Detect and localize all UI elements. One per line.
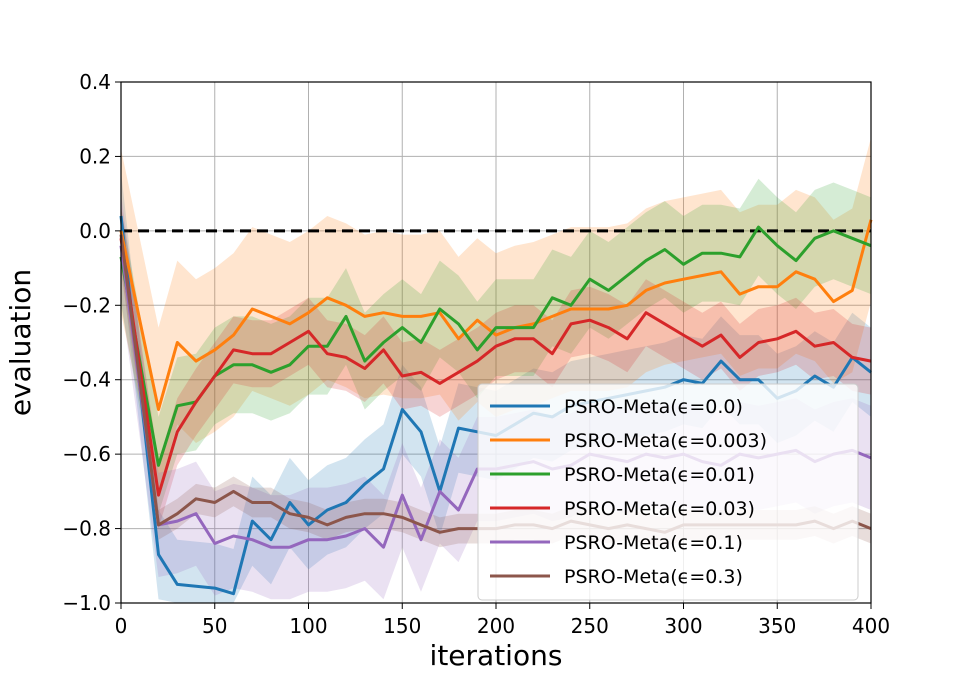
series-line-2	[119, 225, 872, 467]
x-tick-label: 150	[383, 614, 421, 638]
series-line-1	[119, 219, 873, 411]
x-axis-label: iterations	[430, 639, 563, 672]
x-tick-label: 50	[202, 614, 227, 638]
series-band-1	[121, 137, 871, 492]
y-tick-label: −0.8	[62, 517, 111, 541]
legend-label: PSRO-Meta(ϵ=0.03)	[564, 498, 755, 520]
y-axis-ticks: −1.0 −0.8 −0.6 −0.4 −0.2 0.0 0.2 0.4	[62, 70, 121, 615]
legend-label: PSRO-Meta(ϵ=0.01)	[564, 464, 755, 486]
y-tick-label: −0.4	[62, 368, 111, 392]
x-tick-label: 400	[852, 614, 890, 638]
legend-label: PSRO-Meta(ϵ=0.1)	[564, 532, 743, 554]
legend-label: PSRO-Meta(ϵ=0.003)	[564, 430, 767, 452]
y-tick-label: 0.4	[79, 70, 111, 94]
y-tick-label: 0.0	[79, 219, 111, 243]
y-tick-label: 0.2	[79, 144, 111, 168]
x-tick-label: 350	[758, 614, 796, 638]
y-tick-label: −1.0	[62, 591, 111, 615]
legend-label: PSRO-Meta(ϵ=0.0)	[564, 396, 743, 418]
x-tick-label: 0	[115, 614, 128, 638]
series-band-0	[121, 171, 871, 604]
legend: PSRO-Meta(ϵ=0.0) PSRO-Meta(ϵ=0.003) PSRO-M…	[477, 383, 859, 601]
x-tick-label: 300	[664, 614, 702, 638]
x-tick-label: 200	[477, 614, 515, 638]
series-line-3	[119, 238, 872, 497]
x-tick-label: 250	[571, 614, 609, 638]
x-axis-ticks: 0 50 100 150 200 250 300 350 400	[115, 603, 890, 638]
y-tick-label: −0.6	[62, 442, 111, 466]
series-band-3	[121, 204, 871, 529]
x-tick-label: 100	[289, 614, 327, 638]
y-axis-label: evaluation	[4, 269, 37, 416]
legend-label: PSRO-Meta(ϵ=0.3)	[564, 566, 743, 588]
legend-box	[477, 383, 859, 601]
y-tick-label: −0.2	[62, 293, 111, 317]
